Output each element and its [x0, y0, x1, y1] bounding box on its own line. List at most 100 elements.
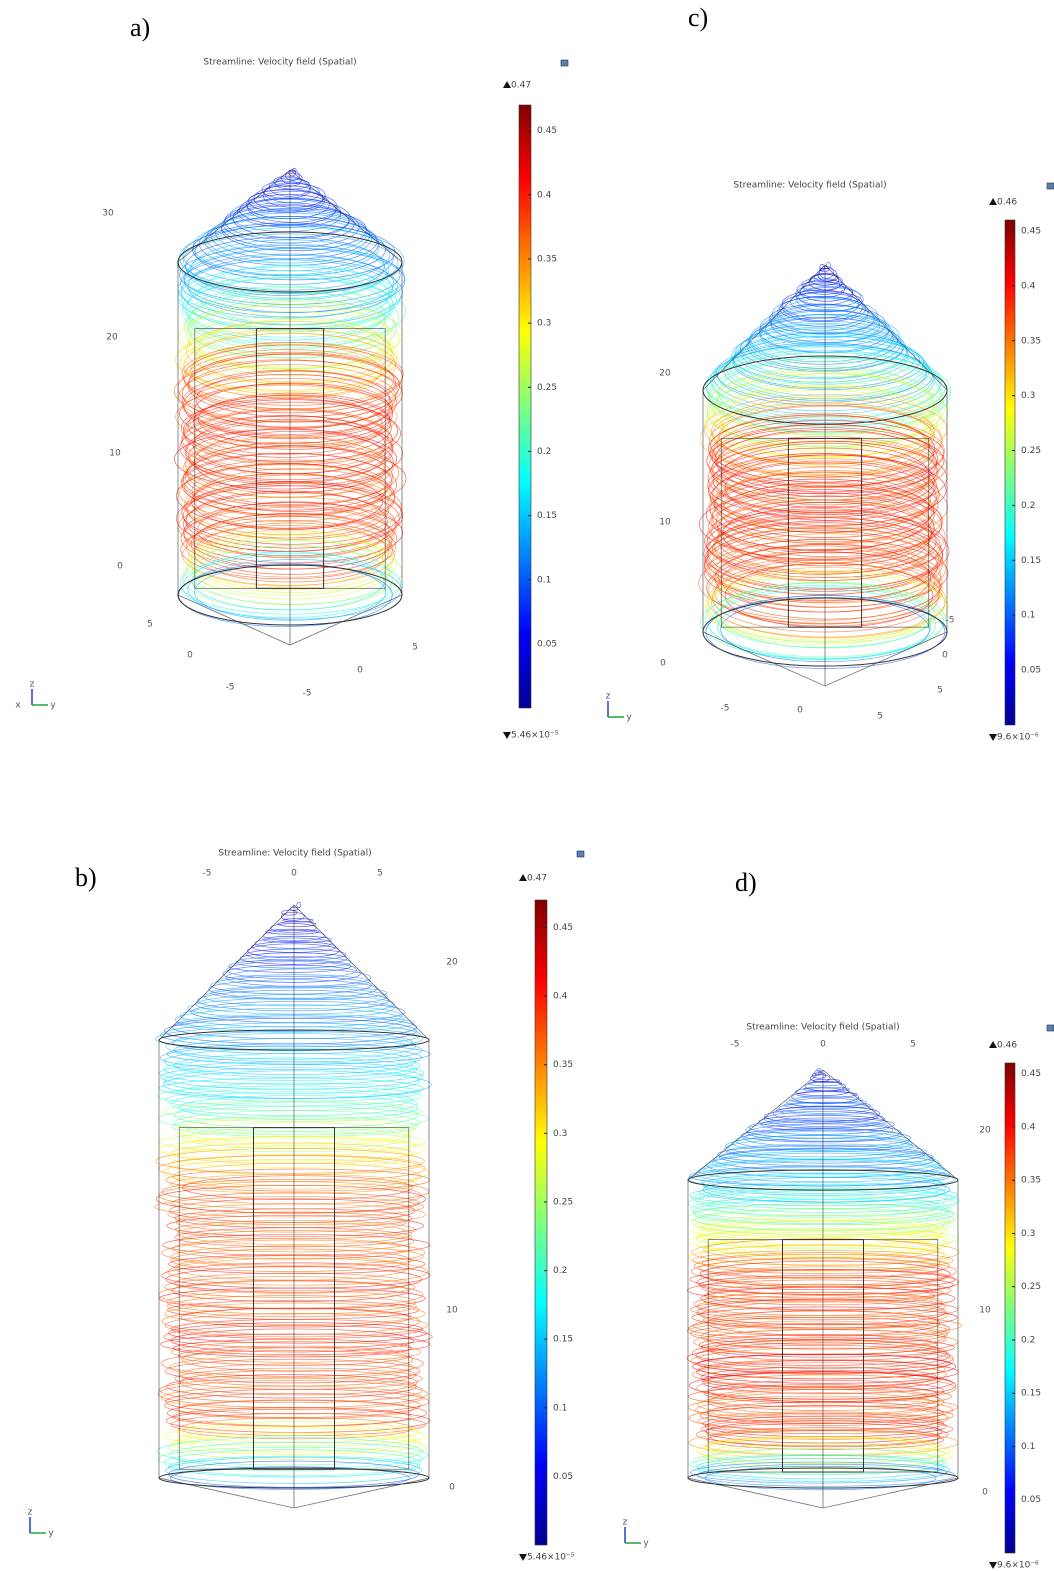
colorbar-tick-label: 0.35: [1021, 336, 1041, 346]
streamline: [706, 1430, 945, 1450]
streamline: [689, 1165, 951, 1187]
streamline: [688, 1385, 952, 1408]
inner-tube: [787, 437, 863, 628]
streamline: [706, 352, 951, 428]
axis-tick-label: 20: [446, 958, 458, 968]
streamline: [698, 1223, 941, 1249]
streamline: [725, 1135, 913, 1158]
axis-tick-label: 5: [910, 1040, 916, 1050]
streamline: [700, 1244, 945, 1266]
streamline: [262, 935, 332, 943]
min-marker: [519, 1554, 527, 1561]
streamline: [714, 424, 938, 493]
streamline: [706, 551, 941, 625]
streamline: [178, 1417, 414, 1440]
streamline: [165, 1408, 431, 1433]
axis-tick-label: 0: [117, 562, 123, 572]
streamline: [690, 1323, 948, 1345]
streamline: [712, 516, 930, 582]
axis-tick-label: 0: [942, 651, 948, 661]
streamline: [235, 956, 351, 969]
streamline: [686, 1320, 950, 1342]
colorbar-tick-label: 0.3: [1021, 1229, 1035, 1239]
streamline: [188, 311, 400, 369]
streamline: [183, 482, 404, 549]
streamline: [798, 285, 861, 308]
streamline: [187, 559, 402, 620]
colorbar: [518, 104, 532, 709]
streamline: [162, 1070, 432, 1099]
streamline: [222, 964, 361, 983]
streamline: [698, 1334, 938, 1356]
streamline: [168, 1435, 429, 1460]
streamline: [728, 334, 926, 397]
streamline: [228, 959, 352, 973]
streamline: [187, 353, 401, 418]
streamline: [796, 1091, 858, 1098]
triad-label: y: [50, 701, 56, 711]
streamline: [714, 559, 940, 627]
streamline: [709, 419, 945, 487]
geometry-outline: [702, 597, 948, 667]
colorbar-tick-label: 0.15: [1021, 556, 1041, 566]
streamline: [262, 183, 326, 208]
streamline: [706, 572, 949, 643]
streamline: [166, 1295, 417, 1318]
streamline: [188, 274, 393, 333]
streamline: [709, 589, 936, 660]
streamline: [163, 1100, 423, 1122]
streamline: [693, 1253, 950, 1278]
streamline: [157, 1085, 423, 1107]
toolbar-icon: [576, 850, 585, 858]
colorbar: [1004, 219, 1016, 726]
axis-tick-label: 5: [377, 869, 383, 879]
plot-title: Streamline: Velocity field (Spatial): [733, 181, 886, 191]
max-marker: [989, 198, 997, 205]
streamline: [686, 1344, 954, 1372]
streamline: [778, 1102, 873, 1114]
streamline: [161, 1307, 420, 1335]
streamline: [179, 552, 402, 615]
max-marker: [989, 1041, 997, 1048]
streamline: [696, 1298, 947, 1326]
streamline: [167, 1203, 427, 1226]
streamline: [712, 402, 932, 465]
geometry-outline: [687, 1169, 959, 1191]
streamline: [171, 1192, 420, 1214]
streamline: [706, 509, 946, 579]
min-marker: [989, 734, 997, 741]
triad-label: y: [626, 713, 632, 723]
streamline: [705, 389, 937, 459]
streamline: [180, 253, 395, 314]
panel-label: d): [735, 868, 757, 897]
streamline: [743, 1128, 911, 1148]
axis-tick-label: 0: [660, 659, 666, 669]
streamlines: [173, 168, 407, 627]
streamline: [171, 1245, 424, 1268]
streamline: [185, 474, 402, 540]
colorbar: [1004, 1062, 1016, 1554]
streamline: [159, 1287, 426, 1310]
streamline: [699, 1182, 946, 1203]
geometry-outline: [158, 1467, 430, 1489]
colorbar-tick-label: 0.25: [1021, 1282, 1041, 1292]
colorbar-tick-label: 0.1: [1021, 1442, 1035, 1452]
triad-label: z: [606, 692, 611, 702]
colorbar: [534, 899, 548, 1546]
colorbar-tick-label: 0.35: [553, 1060, 573, 1070]
streamline: [165, 1168, 431, 1192]
toolbar-icon: [560, 59, 569, 67]
streamline: [179, 464, 392, 522]
streamline: [819, 263, 825, 271]
streamline: [181, 452, 393, 511]
streamline: [187, 285, 386, 344]
streamline: [181, 369, 397, 435]
colorbar-tick-label: 0.1: [1021, 611, 1035, 621]
streamline: [176, 233, 399, 294]
colorbar-tick-label: 0.35: [537, 254, 557, 264]
colorbar-tick-label: 0.3: [1021, 391, 1035, 401]
streamline: [173, 359, 398, 423]
streamline: [288, 169, 297, 177]
streamline: [163, 1449, 421, 1477]
streamline: [159, 1061, 425, 1085]
